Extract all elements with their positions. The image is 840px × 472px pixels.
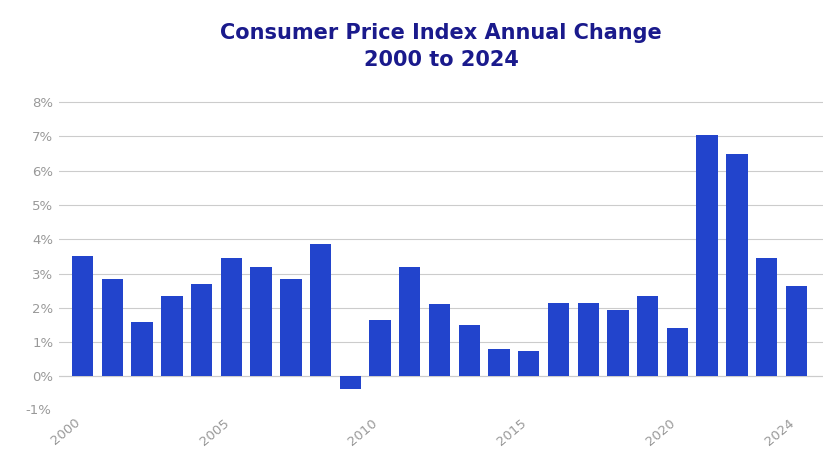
Bar (339, 376, 361, 389)
Bar (637, 296, 659, 376)
Bar (161, 296, 182, 376)
Bar (548, 303, 570, 376)
Bar (221, 258, 242, 376)
Bar (280, 278, 302, 376)
Bar (250, 267, 272, 376)
Bar (428, 304, 450, 376)
Bar (370, 320, 391, 376)
Bar (727, 153, 748, 376)
Bar (667, 329, 688, 376)
Bar (131, 321, 153, 376)
Bar (488, 349, 510, 376)
Bar (518, 351, 539, 376)
Bar (459, 325, 480, 376)
Bar (191, 284, 213, 376)
Title: Consumer Price Index Annual Change
2000 to 2024: Consumer Price Index Annual Change 2000 … (220, 23, 662, 69)
Bar (72, 256, 93, 376)
Bar (696, 135, 718, 376)
Bar (578, 303, 599, 376)
Bar (310, 244, 331, 376)
Bar (607, 310, 628, 376)
Bar (785, 286, 807, 376)
Bar (399, 267, 421, 376)
Text: -1%: -1% (25, 404, 51, 417)
Bar (756, 258, 777, 376)
Bar (102, 278, 123, 376)
